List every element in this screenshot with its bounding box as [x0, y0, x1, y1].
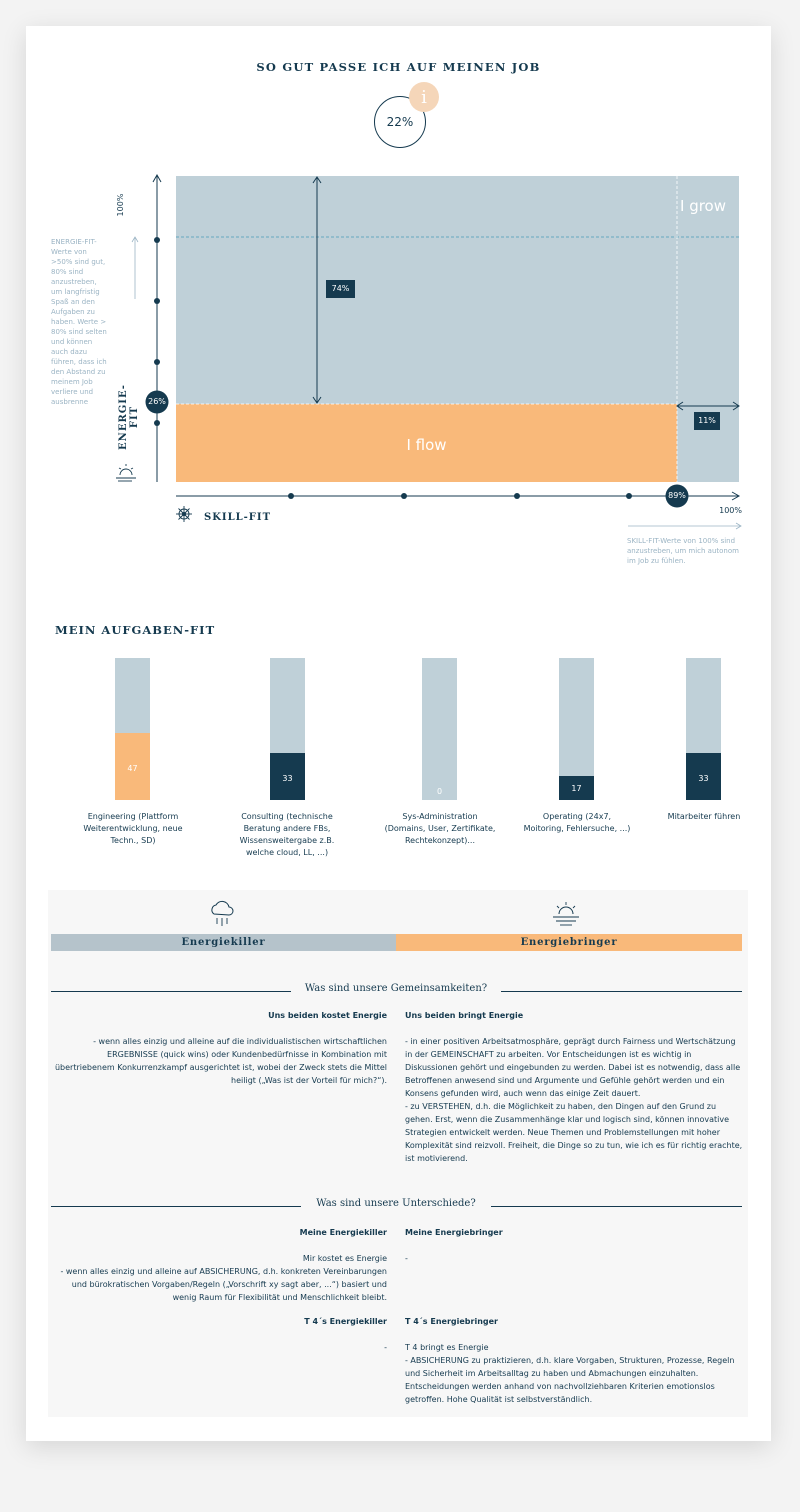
- y-tick-dot: [154, 237, 160, 243]
- x-tick-dot: [626, 493, 632, 499]
- y-tick-dot: [154, 420, 160, 426]
- mine-left-title: Meine Energiekiller: [299, 1228, 387, 1237]
- zone-grow-area: [176, 176, 739, 404]
- divider: [491, 1206, 742, 1207]
- task-bar-label: Consulting (technische Beratung andere F…: [239, 812, 335, 857]
- divider: [51, 1206, 301, 1207]
- skill-gap-badge: [694, 412, 720, 430]
- task-bar-value: 33: [698, 774, 709, 783]
- x-axis-label: SKILL-FIT: [204, 512, 272, 523]
- t4-left-title: T 4´s Energiekiller: [304, 1317, 387, 1326]
- t4-left-text: -: [384, 1343, 387, 1352]
- arrow-head: [312, 396, 322, 404]
- task-bar-value: 17: [571, 784, 582, 793]
- common-right-title: Uns beiden bringt Energie: [405, 1011, 524, 1020]
- fit-title: SO GUT PASSE ICH AUF MEINEN JOB: [256, 60, 541, 74]
- task-bar-label: Sys-Administration (Domains, User, Zerti…: [384, 812, 496, 845]
- task-bar: 33: [270, 658, 305, 800]
- common-left-text: - wenn alles einzig und alleine auf die …: [54, 1037, 387, 1085]
- y-tick-dot: [154, 298, 160, 304]
- t4-right-text: T 4 bringt es Energie - ABSICHERUNG zu p…: [405, 1343, 735, 1404]
- energy-bringer-header: Energiebringer: [396, 934, 742, 951]
- helm-wheel-icon: [176, 506, 192, 522]
- zone-grow-label: I grow: [680, 197, 726, 215]
- task-bar-label: Mitarbeiter führen: [667, 812, 741, 821]
- arrow-head: [312, 176, 322, 184]
- task-bar-fill: [559, 776, 594, 800]
- zone-flow-label: I flow: [406, 436, 447, 454]
- task-bar-label: Operating (24x7, Moitoring, Fehlersuche,…: [523, 812, 631, 833]
- report-card: SO GUT PASSE ICH AUF MEINEN JOB 22% i: [26, 26, 771, 1441]
- task-bar-fill: [270, 753, 305, 800]
- energy-gap-value: 74%: [331, 284, 350, 293]
- task-bar-fill: [115, 733, 150, 800]
- info-icon[interactable]: i: [409, 82, 439, 112]
- common-left-title: Uns beiden kostet Energie: [268, 1011, 387, 1020]
- arrow-head: [131, 236, 139, 243]
- task-bar-fill: [686, 753, 721, 800]
- skill-marker-value: 89%: [668, 491, 686, 500]
- common-heading: Was sind unsere Gemeinsamkeiten?: [304, 983, 488, 994]
- x-tick-dot: [401, 493, 407, 499]
- energy-fit-note: ENERGIE-FIT-Werte von >50% sind gut, 80%…: [51, 238, 107, 406]
- tasks-title: MEIN AUFGABEN-FIT: [55, 623, 216, 637]
- arrow-head: [152, 173, 162, 183]
- energy-section: Energiekiller Energiebringer Was sind un…: [48, 890, 748, 1417]
- arrow-head: [676, 401, 684, 411]
- y-axis-max-label: 100%: [116, 193, 125, 217]
- mine-right-text: -: [405, 1254, 408, 1263]
- task-bar-label: Engineering (Plattform Weiterentwicklung…: [83, 812, 183, 845]
- energy-marker: [145, 390, 169, 414]
- skill-fit-note: SKILL-FIT-Werte von 100% sind anzustrebe…: [627, 537, 739, 565]
- diff-heading: Was sind unsere Unterschiede?: [316, 1198, 476, 1209]
- sun-icon: [116, 464, 136, 482]
- t4-right-title: T 4´s Energiebringer: [405, 1317, 498, 1326]
- task-bar: 17: [559, 658, 594, 800]
- task-bar: 47: [115, 658, 150, 800]
- task-bar: 33: [686, 658, 721, 800]
- skill-marker: [665, 484, 689, 508]
- skill-gap-value: 11%: [698, 416, 716, 425]
- energy-gap-badge: [326, 280, 355, 298]
- sun-icon: [553, 902, 579, 926]
- y-axis-label: ENERGIE-FIT: [118, 384, 140, 450]
- divider: [51, 991, 291, 992]
- arrow-head: [732, 401, 740, 411]
- overall-score-value: 22%: [386, 115, 414, 129]
- zone-flow-area: [176, 404, 677, 482]
- x-tick-dot: [288, 493, 294, 499]
- common-right-text: - in einer positiven Arbeitsatmosphäre, …: [405, 1037, 743, 1163]
- fit-matrix: [116, 173, 742, 530]
- energy-killer-header: Energiekiller: [51, 934, 396, 951]
- arrow-head: [735, 522, 742, 530]
- rain-cloud-icon: [211, 900, 234, 926]
- mine-right-title: Meine Energiebringer: [405, 1228, 503, 1237]
- energy-marker-value: 26%: [148, 397, 166, 406]
- task-bar-value: 0: [436, 787, 443, 796]
- arrow-head: [731, 491, 741, 501]
- x-axis-max-label: 100%: [719, 506, 742, 515]
- mine-left-text: Mir kostet es Energie - wenn alles einzi…: [60, 1254, 387, 1302]
- task-bar-value: 47: [127, 764, 138, 773]
- divider: [501, 991, 742, 992]
- task-bar: 0: [422, 658, 457, 800]
- y-tick-dot: [154, 359, 160, 365]
- x-tick-dot: [514, 493, 520, 499]
- task-bar-value: 33: [282, 774, 293, 783]
